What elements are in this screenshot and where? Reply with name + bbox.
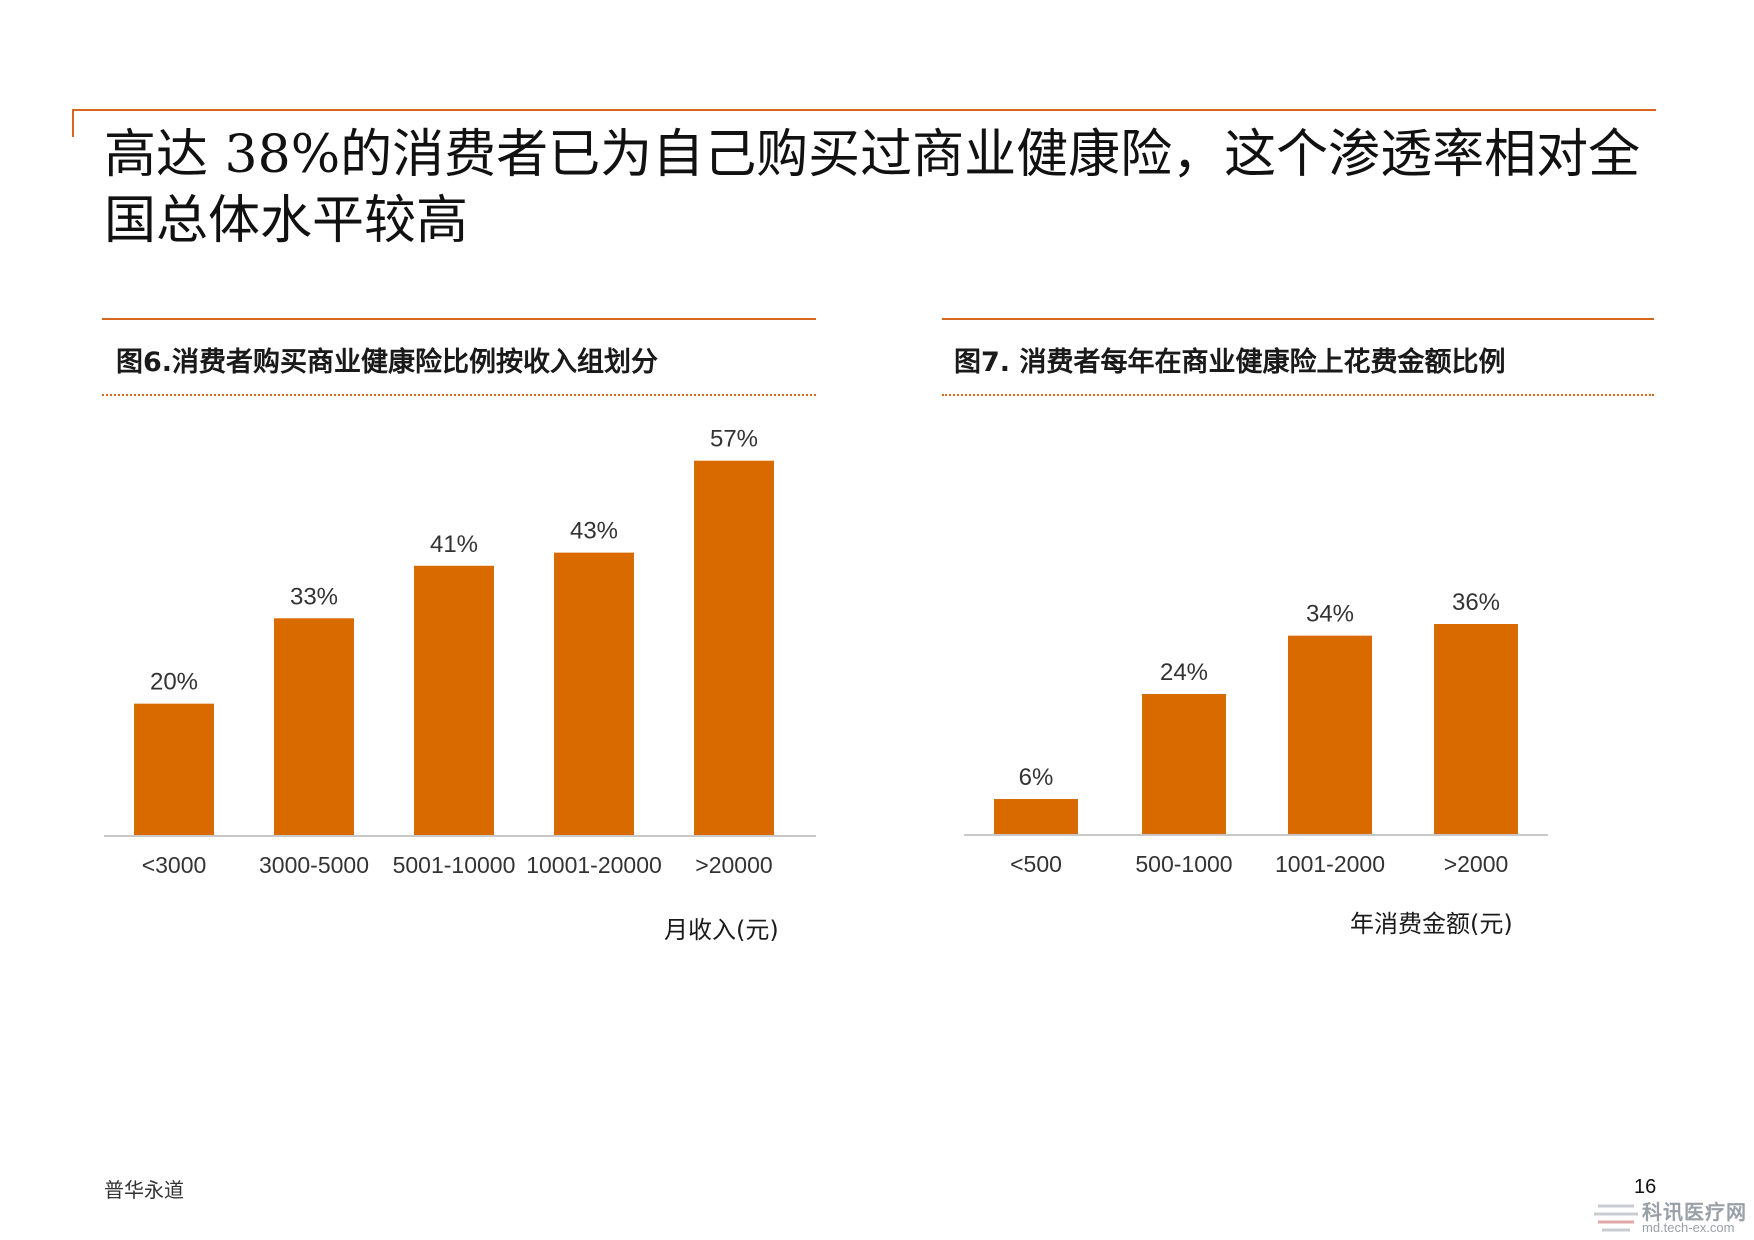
figure-6-bottom-rule bbox=[102, 394, 816, 396]
watermark-name: 科讯医疗网 bbox=[1642, 1200, 1747, 1224]
spending-bar-1 bbox=[994, 799, 1078, 834]
income-category-label-2: 3000-5000 bbox=[259, 852, 369, 878]
spending-axis-title: 年消费金额(元) bbox=[1350, 910, 1513, 938]
income-category-label-1: <3000 bbox=[142, 852, 207, 878]
spending-category-label-4: >2000 bbox=[1444, 851, 1509, 877]
spending-category-label-3: 1001-2000 bbox=[1275, 851, 1385, 877]
spending-data-label-3: 34% bbox=[1306, 601, 1354, 628]
figure-7-bottom-rule bbox=[942, 394, 1654, 396]
spending-chart: 6% <500 24% 500-1000 34% 1001-2000 36% >2000 bbox=[964, 589, 1548, 877]
figure-7-top-rule bbox=[942, 318, 1654, 320]
income-category-label-4: 10001-20000 bbox=[526, 852, 662, 878]
title-frame bbox=[72, 109, 1656, 137]
income-category-label-5: >20000 bbox=[695, 852, 772, 878]
income-data-label-4: 43% bbox=[570, 518, 618, 545]
footer-brand: 普华永道 bbox=[104, 1178, 184, 1202]
page-title: 高达 38%的消费者已为自己购买过商业健康险，这个渗透率相对全国总体水平较高 bbox=[104, 125, 1641, 251]
income-data-label-3: 41% bbox=[430, 531, 478, 558]
spending-category-label-1: <500 bbox=[1010, 851, 1062, 877]
watermark-logo-icon bbox=[1594, 1204, 1638, 1232]
income-data-label-1: 20% bbox=[150, 669, 198, 696]
spending-data-label-1: 6% bbox=[1019, 764, 1054, 791]
watermark: 科讯医疗网 md.tech-ex.com bbox=[1594, 1196, 1754, 1236]
figure-7-title: 图7. 消费者每年在商业健康险上花费金额比例 bbox=[954, 347, 1506, 378]
income-bar-4 bbox=[554, 552, 634, 835]
spending-bar-3 bbox=[1288, 635, 1372, 834]
figure-6-title: 图6.消费者购买商业健康险比例按收入组划分 bbox=[116, 347, 659, 378]
income-axis-title: 月收入(元) bbox=[664, 916, 779, 944]
income-bar-5 bbox=[694, 460, 774, 835]
income-data-label-5: 57% bbox=[710, 426, 758, 453]
income-data-label-2: 33% bbox=[290, 583, 338, 610]
income-bar-3 bbox=[414, 565, 494, 835]
income-category-label-3: 5001-10000 bbox=[393, 852, 516, 878]
spending-data-label-4: 36% bbox=[1452, 589, 1500, 616]
spending-bar-4 bbox=[1434, 624, 1518, 834]
spending-bar-2 bbox=[1142, 694, 1226, 834]
income-bar-2 bbox=[274, 618, 354, 835]
spending-data-label-2: 24% bbox=[1160, 659, 1208, 686]
income-bar-1 bbox=[134, 703, 214, 835]
income-chart: 20% <3000 33% 3000-5000 41% 5001-10000 43% 1000… bbox=[104, 426, 816, 878]
watermark-url: md.tech-ex.com bbox=[1642, 1220, 1735, 1235]
figure-6-top-rule bbox=[102, 318, 816, 320]
page-number: 16 bbox=[1634, 1176, 1657, 1198]
spending-category-label-2: 500-1000 bbox=[1135, 851, 1232, 877]
